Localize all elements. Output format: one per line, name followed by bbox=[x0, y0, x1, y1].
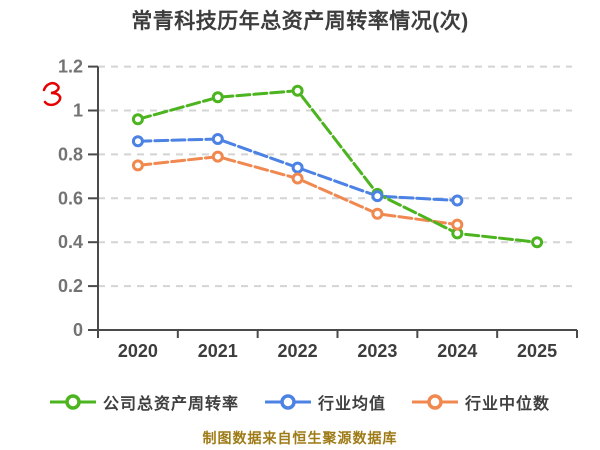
data-point-series2-2023 bbox=[371, 207, 384, 220]
data-point-series0-2021 bbox=[211, 91, 224, 104]
y-tick-label: 0 bbox=[73, 320, 83, 340]
red-scribble-annotation bbox=[42, 81, 62, 107]
y-tick-label: 0.2 bbox=[58, 276, 83, 296]
y-tick-label: 0.8 bbox=[58, 144, 83, 164]
x-tick-label: 2025 bbox=[517, 341, 557, 361]
legend-item-0: 公司总资产周转率 bbox=[49, 390, 239, 414]
data-point-series1-2020 bbox=[131, 135, 144, 148]
y-tick-label: 0.4 bbox=[58, 232, 83, 252]
x-tick-label: 2020 bbox=[118, 341, 158, 361]
data-point-series0-2020 bbox=[131, 113, 144, 126]
x-tick-label: 2023 bbox=[357, 341, 397, 361]
data-point-series1-2022 bbox=[291, 161, 304, 174]
data-point-series0-2022 bbox=[291, 84, 304, 97]
legend-label: 行业中位数 bbox=[465, 396, 551, 413]
x-axis-labels: 2020 2021 2022 2023 2024 2025 bbox=[118, 341, 557, 361]
legend-item-1: 行业均值 bbox=[264, 390, 386, 414]
series-lines bbox=[136, 89, 539, 244]
data-point-series2-2020 bbox=[131, 159, 144, 172]
data-point-series2-2024 bbox=[451, 218, 464, 231]
series-line-0 bbox=[136, 89, 539, 244]
data-point-series2-2021 bbox=[211, 150, 224, 163]
data-point-series1-2023 bbox=[371, 190, 384, 203]
legend-marker-icon bbox=[264, 394, 311, 410]
axes bbox=[97, 66, 578, 338]
data-point-series1-2024 bbox=[451, 194, 464, 207]
y-tick-label: 0.6 bbox=[58, 188, 83, 208]
legend-item-2: 行业中位数 bbox=[412, 390, 550, 414]
data-point-series2-2022 bbox=[291, 172, 304, 185]
legend-label: 行业均值 bbox=[317, 396, 386, 413]
gridlines bbox=[88, 65, 572, 331]
series-markers bbox=[131, 84, 544, 249]
y-tick-label: 1.2 bbox=[58, 57, 83, 77]
legend-marker-icon bbox=[412, 394, 458, 410]
legend: 公司总资产周转率 行业均值 行业中位数 bbox=[0, 390, 600, 414]
x-tick-label: 2021 bbox=[198, 341, 238, 361]
data-point-series0-2025 bbox=[531, 236, 544, 249]
chart-title: 常青科技历年总资产周转率情况(次) bbox=[131, 10, 469, 33]
legend-label: 公司总资产周转率 bbox=[102, 396, 239, 413]
y-tick-label: 1 bbox=[73, 101, 83, 121]
data-source-note: 制图数据来自恒生聚源数据库 bbox=[202, 430, 398, 446]
x-tick-label: 2024 bbox=[437, 341, 477, 361]
legend-marker-icon bbox=[49, 394, 96, 410]
data-point-series1-2021 bbox=[211, 133, 224, 145]
y-axis-labels: 0 0.2 0.4 0.6 0.8 1 1.2 bbox=[58, 57, 83, 340]
x-tick-label: 2022 bbox=[278, 341, 318, 361]
